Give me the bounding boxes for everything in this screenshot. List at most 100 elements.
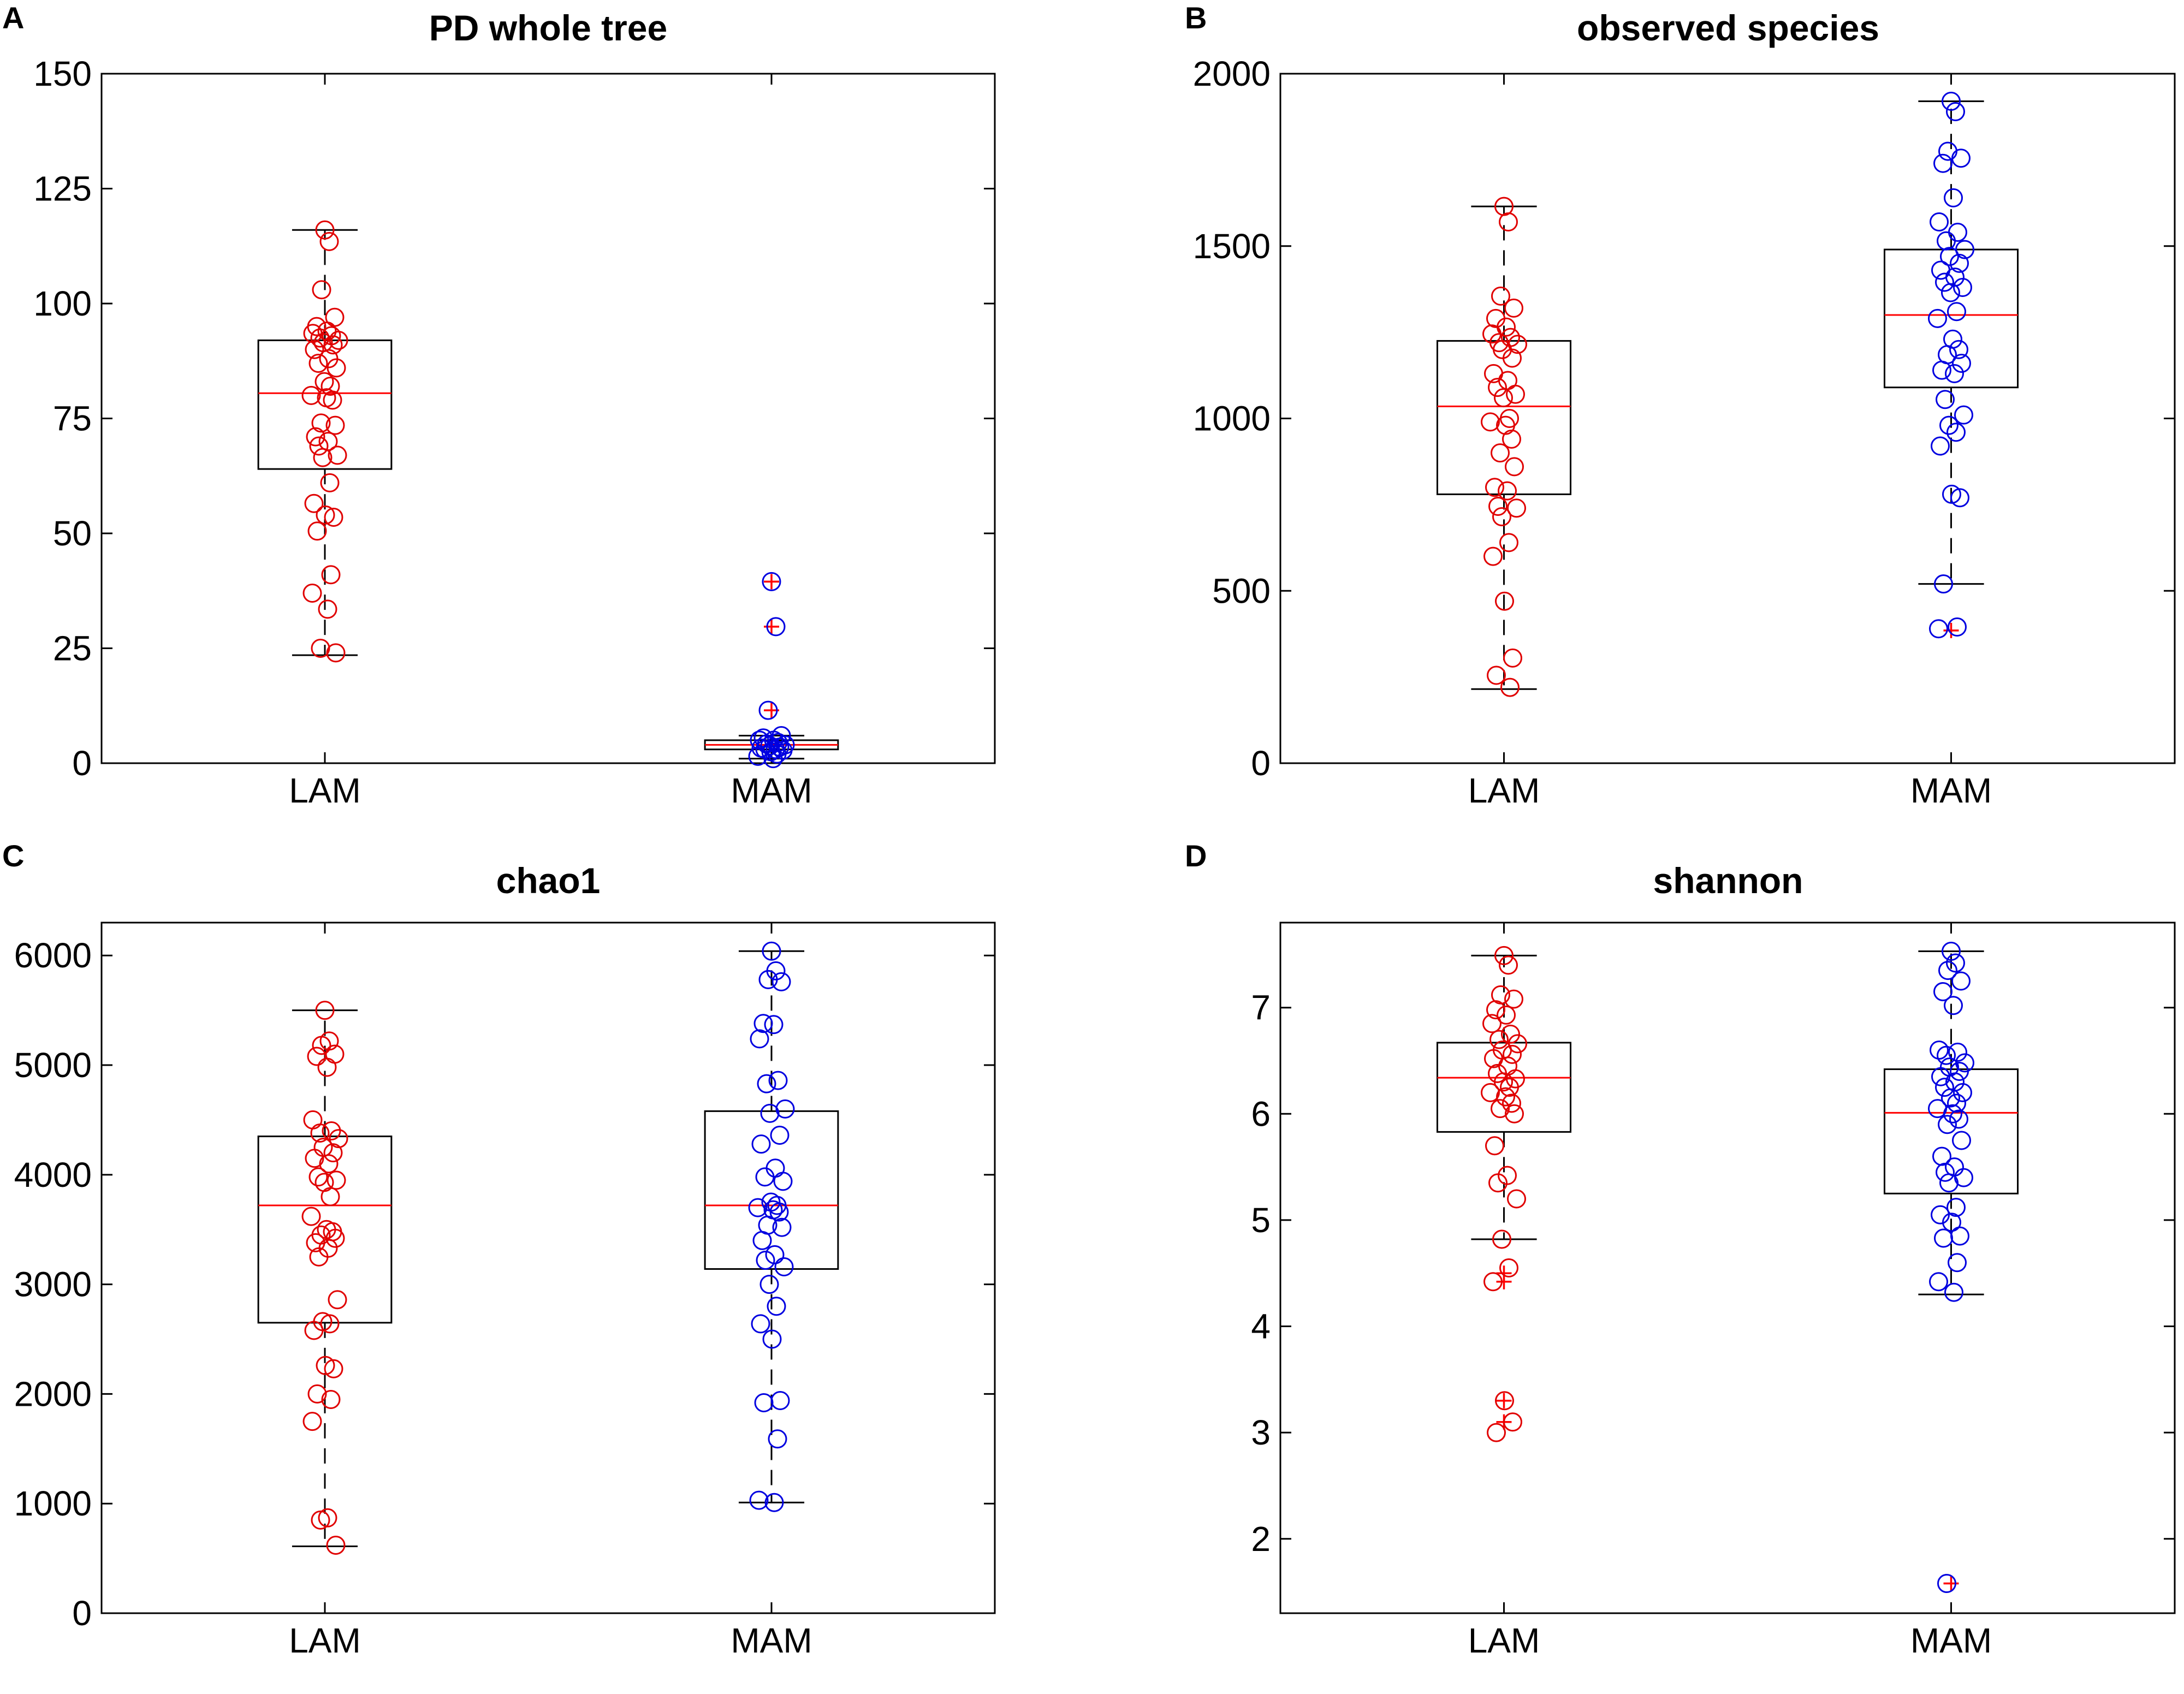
data-point-mam	[1952, 1131, 1971, 1150]
data-point-lam	[1492, 1229, 1511, 1249]
y-tick-label: 150	[33, 54, 92, 93]
outlier-marker	[1496, 1393, 1512, 1408]
data-point-mam	[1936, 390, 1955, 409]
data-point-lam	[321, 1187, 340, 1206]
x-category-label: MAM	[731, 1621, 812, 1660]
data-point-mam	[751, 1314, 770, 1334]
data-point-lam	[321, 377, 340, 396]
data-point-lam	[325, 1228, 345, 1248]
y-tick-label: 500	[1212, 571, 1271, 610]
data-point-mam	[1931, 1205, 1950, 1225]
data-point-mam	[1942, 484, 1961, 504]
x-category-label: LAM	[289, 771, 361, 810]
panel-b: B observed species 0 500 1000 1500 2000 LAM MA…	[1185, 1, 2176, 810]
data-point-lam	[303, 1110, 323, 1130]
data-point-mam	[748, 1198, 768, 1217]
data-point-lam	[312, 280, 331, 300]
data-point-lam	[1504, 989, 1523, 1009]
x-category-label: LAM	[1468, 771, 1540, 810]
data-point-lam	[311, 1510, 330, 1530]
data-point-lam	[307, 1384, 327, 1404]
data-point-lam	[306, 427, 325, 447]
data-point-mam	[1940, 247, 1959, 266]
y-tick-label: 3000	[14, 1265, 92, 1304]
data-point-mam	[766, 617, 786, 637]
data-point-lam	[310, 1124, 330, 1143]
data-point-mam	[1938, 961, 1957, 980]
x-category-label: MAM	[1910, 771, 1992, 810]
data-point-mam	[773, 1172, 793, 1191]
data-point-lam	[309, 1247, 329, 1267]
data-point-lam	[318, 1508, 337, 1527]
data-point-lam	[319, 1154, 339, 1174]
data-point-lam	[315, 1001, 335, 1020]
data-point-mam	[1952, 353, 1971, 373]
data-point-lam	[309, 436, 329, 456]
data-point-lam	[307, 1047, 327, 1066]
data-point-mam	[1930, 1041, 1949, 1060]
data-point-lam	[1485, 478, 1504, 497]
y-tick-label: 75	[53, 399, 92, 438]
data-point-mam	[1937, 1045, 1956, 1065]
data-point-mam	[1948, 1253, 1967, 1273]
y-tick-label: 6000	[14, 936, 92, 975]
data-point-lam	[321, 1389, 341, 1409]
data-point-lam	[1486, 1000, 1505, 1020]
data-point-mam	[1953, 278, 1972, 298]
data-point-lam	[1498, 481, 1517, 501]
data-point-lam	[315, 220, 335, 240]
x-category-label: MAM	[731, 771, 812, 810]
data-point-mam	[1936, 1162, 1955, 1182]
data-point-lam	[302, 583, 322, 603]
data-point-mam	[1935, 272, 1954, 292]
y-tick-label: 2	[1251, 1519, 1271, 1559]
y-tick-label: 2000	[14, 1374, 92, 1413]
data-point-mam	[1935, 1078, 1954, 1097]
data-point-lam	[1491, 1099, 1510, 1119]
data-point-lam	[329, 1129, 348, 1149]
data-point-mam	[1944, 1282, 1963, 1302]
data-point-lam	[321, 565, 341, 585]
chart-title-c: chao1	[496, 860, 601, 901]
data-point-mam	[764, 1493, 784, 1512]
data-point-lam	[314, 372, 334, 391]
data-point-mam	[769, 1202, 789, 1222]
data-point-lam	[1503, 1044, 1522, 1064]
data-point-lam	[324, 508, 343, 527]
data-point-mam	[751, 1134, 771, 1154]
data-point-mam	[764, 1015, 784, 1035]
y-tick-label: 0	[72, 1594, 92, 1633]
data-point-mam	[1945, 364, 1964, 383]
panel-letter-b: B	[1185, 1, 1207, 35]
data-point-lam	[1503, 348, 1522, 368]
axes-frame	[100, 922, 996, 1614]
data-point-mam	[754, 1393, 774, 1412]
data-point-mam	[1949, 1109, 1968, 1129]
y-tick-label: 0	[1251, 744, 1271, 783]
data-point-mam	[765, 1158, 785, 1178]
chart-title-d: shannon	[1653, 860, 1803, 901]
y-tick-label: 5	[1251, 1200, 1271, 1240]
data-point-mam	[1949, 340, 1968, 359]
data-point-lam	[1483, 546, 1503, 566]
data-point-lam	[1496, 415, 1515, 435]
data-point-lam	[1496, 1087, 1515, 1107]
data-point-lam	[1486, 308, 1505, 328]
data-point-lam	[1506, 384, 1525, 404]
outlier-marker	[1943, 1576, 1959, 1591]
panel-d: D shannon 2 3 4 5 6 7 LAM MAM	[1185, 839, 2176, 1660]
box-lam	[1436, 954, 1572, 1430]
data-point-lam	[1481, 412, 1500, 432]
axes-frame	[100, 73, 996, 764]
data-point-lam	[327, 358, 346, 378]
data-point-mam	[1944, 996, 1963, 1015]
data-point-lam	[329, 330, 348, 350]
box-lam	[1436, 205, 1572, 690]
data-point-lam	[1487, 665, 1506, 685]
y-tick-label: 1000	[1193, 399, 1271, 438]
data-point-lam	[1505, 457, 1524, 477]
box-lam	[257, 1009, 393, 1548]
data-point-lam	[312, 1036, 331, 1055]
iqr-box	[1883, 248, 2019, 389]
x-category-label: LAM	[289, 1621, 361, 1660]
